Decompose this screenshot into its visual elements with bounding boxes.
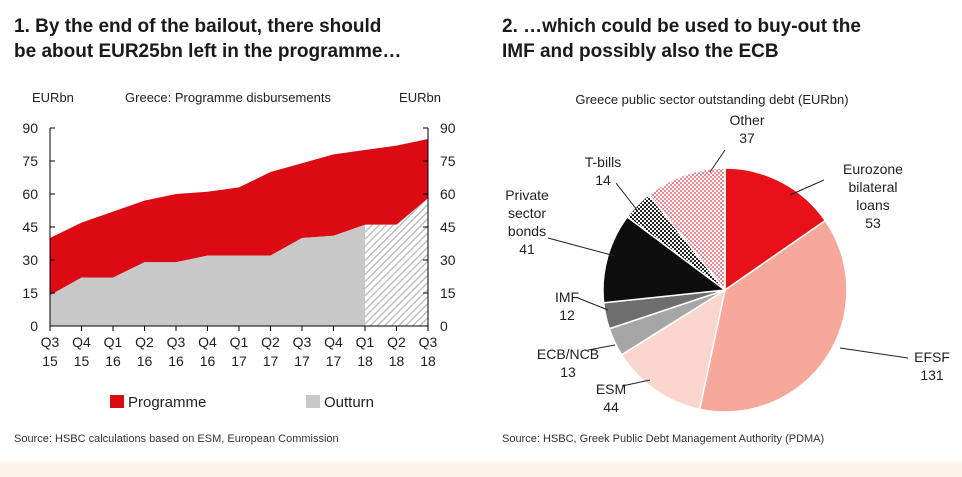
x-tick-label-year: 18	[389, 353, 405, 369]
pie-slice-private-bonds	[602, 215, 727, 304]
area-chart-title: Greece: Programme disbursements	[125, 90, 331, 105]
x-tick-label-quarter: Q3	[293, 334, 312, 350]
x-tick-label-year: 15	[42, 353, 58, 369]
y-tick-label-left: 0	[30, 318, 38, 334]
pie-label-t-bills: T-bills 14	[585, 154, 622, 188]
pie-label-other: Other 37	[729, 112, 764, 146]
pie-slice-esm	[620, 288, 727, 411]
x-tick-label-quarter: Q2	[135, 334, 154, 350]
x-tick-label-quarter: Q3	[41, 334, 60, 350]
x-tick-label-quarter: Q3	[167, 334, 186, 350]
x-tick-label-year: 16	[168, 353, 184, 369]
x-tick-label-year: 18	[420, 353, 436, 369]
y-tick-label-left: 90	[22, 120, 38, 136]
y-tick-label-right: 15	[440, 285, 456, 301]
legend-label-outturn: Outturn	[324, 394, 374, 411]
left-chart-title: 1. By the end of the bailout, there shou…	[14, 14, 401, 64]
y-tick-label-left: 60	[22, 186, 38, 202]
y-tick-label-right: 60	[440, 186, 456, 202]
pie-leader-line-t-bills	[615, 182, 638, 211]
pie-leader-line-ecb-ncb	[587, 344, 616, 351]
pie-slice-efsf	[698, 219, 848, 413]
pie-chart: Greece public sector outstanding debt (E…	[505, 92, 950, 415]
pie-label-esm: ESM 44	[596, 381, 626, 415]
x-tick-label-quarter: Q2	[387, 334, 406, 350]
x-tick-label-quarter: Q1	[230, 334, 249, 350]
x-tick-label-quarter: Q4	[72, 334, 91, 350]
right-title-line1: 2. …which could be used to buy-out the	[502, 16, 861, 37]
x-tick-label-year: 17	[326, 353, 342, 369]
pie-label-imf: IMF 12	[555, 289, 579, 323]
pie-label-eurozone: Eurozone bilateral loans 53	[843, 161, 903, 231]
x-tick-label-year: 17	[231, 353, 247, 369]
pie-chart-title: Greece public sector outstanding debt (E…	[575, 92, 848, 107]
x-tick-label-year: 17	[263, 353, 279, 369]
right-chart-title: 2. …which could be used to buy-out the I…	[502, 14, 861, 64]
y-tick-label-right: 30	[440, 252, 456, 268]
pie-slice-other	[647, 167, 726, 293]
pie-leader-line-esm	[621, 379, 651, 387]
x-tick-label-quarter: Q3	[419, 334, 438, 350]
left-title-line1: 1. By the end of the bailout, there shou…	[14, 16, 382, 37]
y-tick-label-left: 15	[22, 285, 38, 301]
legend-swatch-outturn	[306, 395, 320, 408]
area-y-axis-label-left: EURbn	[32, 90, 74, 105]
y-tick-label-left: 30	[22, 252, 38, 268]
programme-area	[50, 139, 428, 296]
x-tick-label-quarter: Q4	[324, 334, 343, 350]
pie-leader-line-private-bonds	[547, 237, 616, 257]
pie-label-private-bonds: Private sector bonds 41	[505, 187, 549, 257]
pie-label-ecb-ncb: ECB/NCB 13	[537, 346, 599, 380]
left-source-note: Source: HSBC calculations based on ESM, …	[14, 433, 339, 445]
legend-label-programme: Programme	[128, 394, 206, 411]
x-tick-label-year: 15	[74, 353, 90, 369]
x-tick-label-year: 18	[357, 353, 373, 369]
right-source-note: Source: HSBC, Greek Public Debt Manageme…	[502, 433, 825, 445]
y-tick-label-left: 45	[22, 219, 38, 235]
left-title-line2: be about EUR25bn left in the programme…	[14, 41, 402, 62]
pie-leader-line-other	[709, 149, 726, 173]
y-tick-label-right: 75	[440, 153, 456, 169]
right-title-line2: IMF and possibly also the ECB	[502, 41, 779, 62]
y-tick-label-right: 45	[440, 219, 456, 235]
outturn-projection-area	[365, 198, 428, 326]
legend-swatch-programme	[110, 395, 124, 408]
x-tick-label-quarter: Q1	[104, 334, 123, 350]
pie-slice-eurozone	[724, 167, 827, 292]
pie-leader-line-efsf	[839, 347, 909, 359]
area-chart: EURbn Greece: Programme disbursements EU…	[22, 90, 456, 411]
pie-leader-line-eurozone	[789, 179, 825, 196]
y-tick-label-right: 90	[440, 120, 456, 136]
pie-leader-line-imf	[577, 297, 609, 311]
report-panel: 1. By the end of the bailout, there shou…	[0, 0, 962, 462]
y-tick-label-right: 0	[440, 318, 448, 334]
x-tick-label-year: 16	[137, 353, 153, 369]
x-tick-label-year: 17	[294, 353, 310, 369]
y-tick-label-left: 75	[22, 153, 38, 169]
x-tick-label-quarter: Q4	[198, 334, 217, 350]
x-tick-label-year: 16	[105, 353, 121, 369]
pie-label-efsf: EFSF 131	[914, 349, 950, 383]
x-tick-label-quarter: Q1	[356, 334, 375, 350]
x-tick-label-quarter: Q2	[261, 334, 280, 350]
x-tick-label-year: 16	[200, 353, 216, 369]
area-y-axis-label-right: EURbn	[399, 90, 441, 105]
outturn-area	[50, 224, 365, 326]
